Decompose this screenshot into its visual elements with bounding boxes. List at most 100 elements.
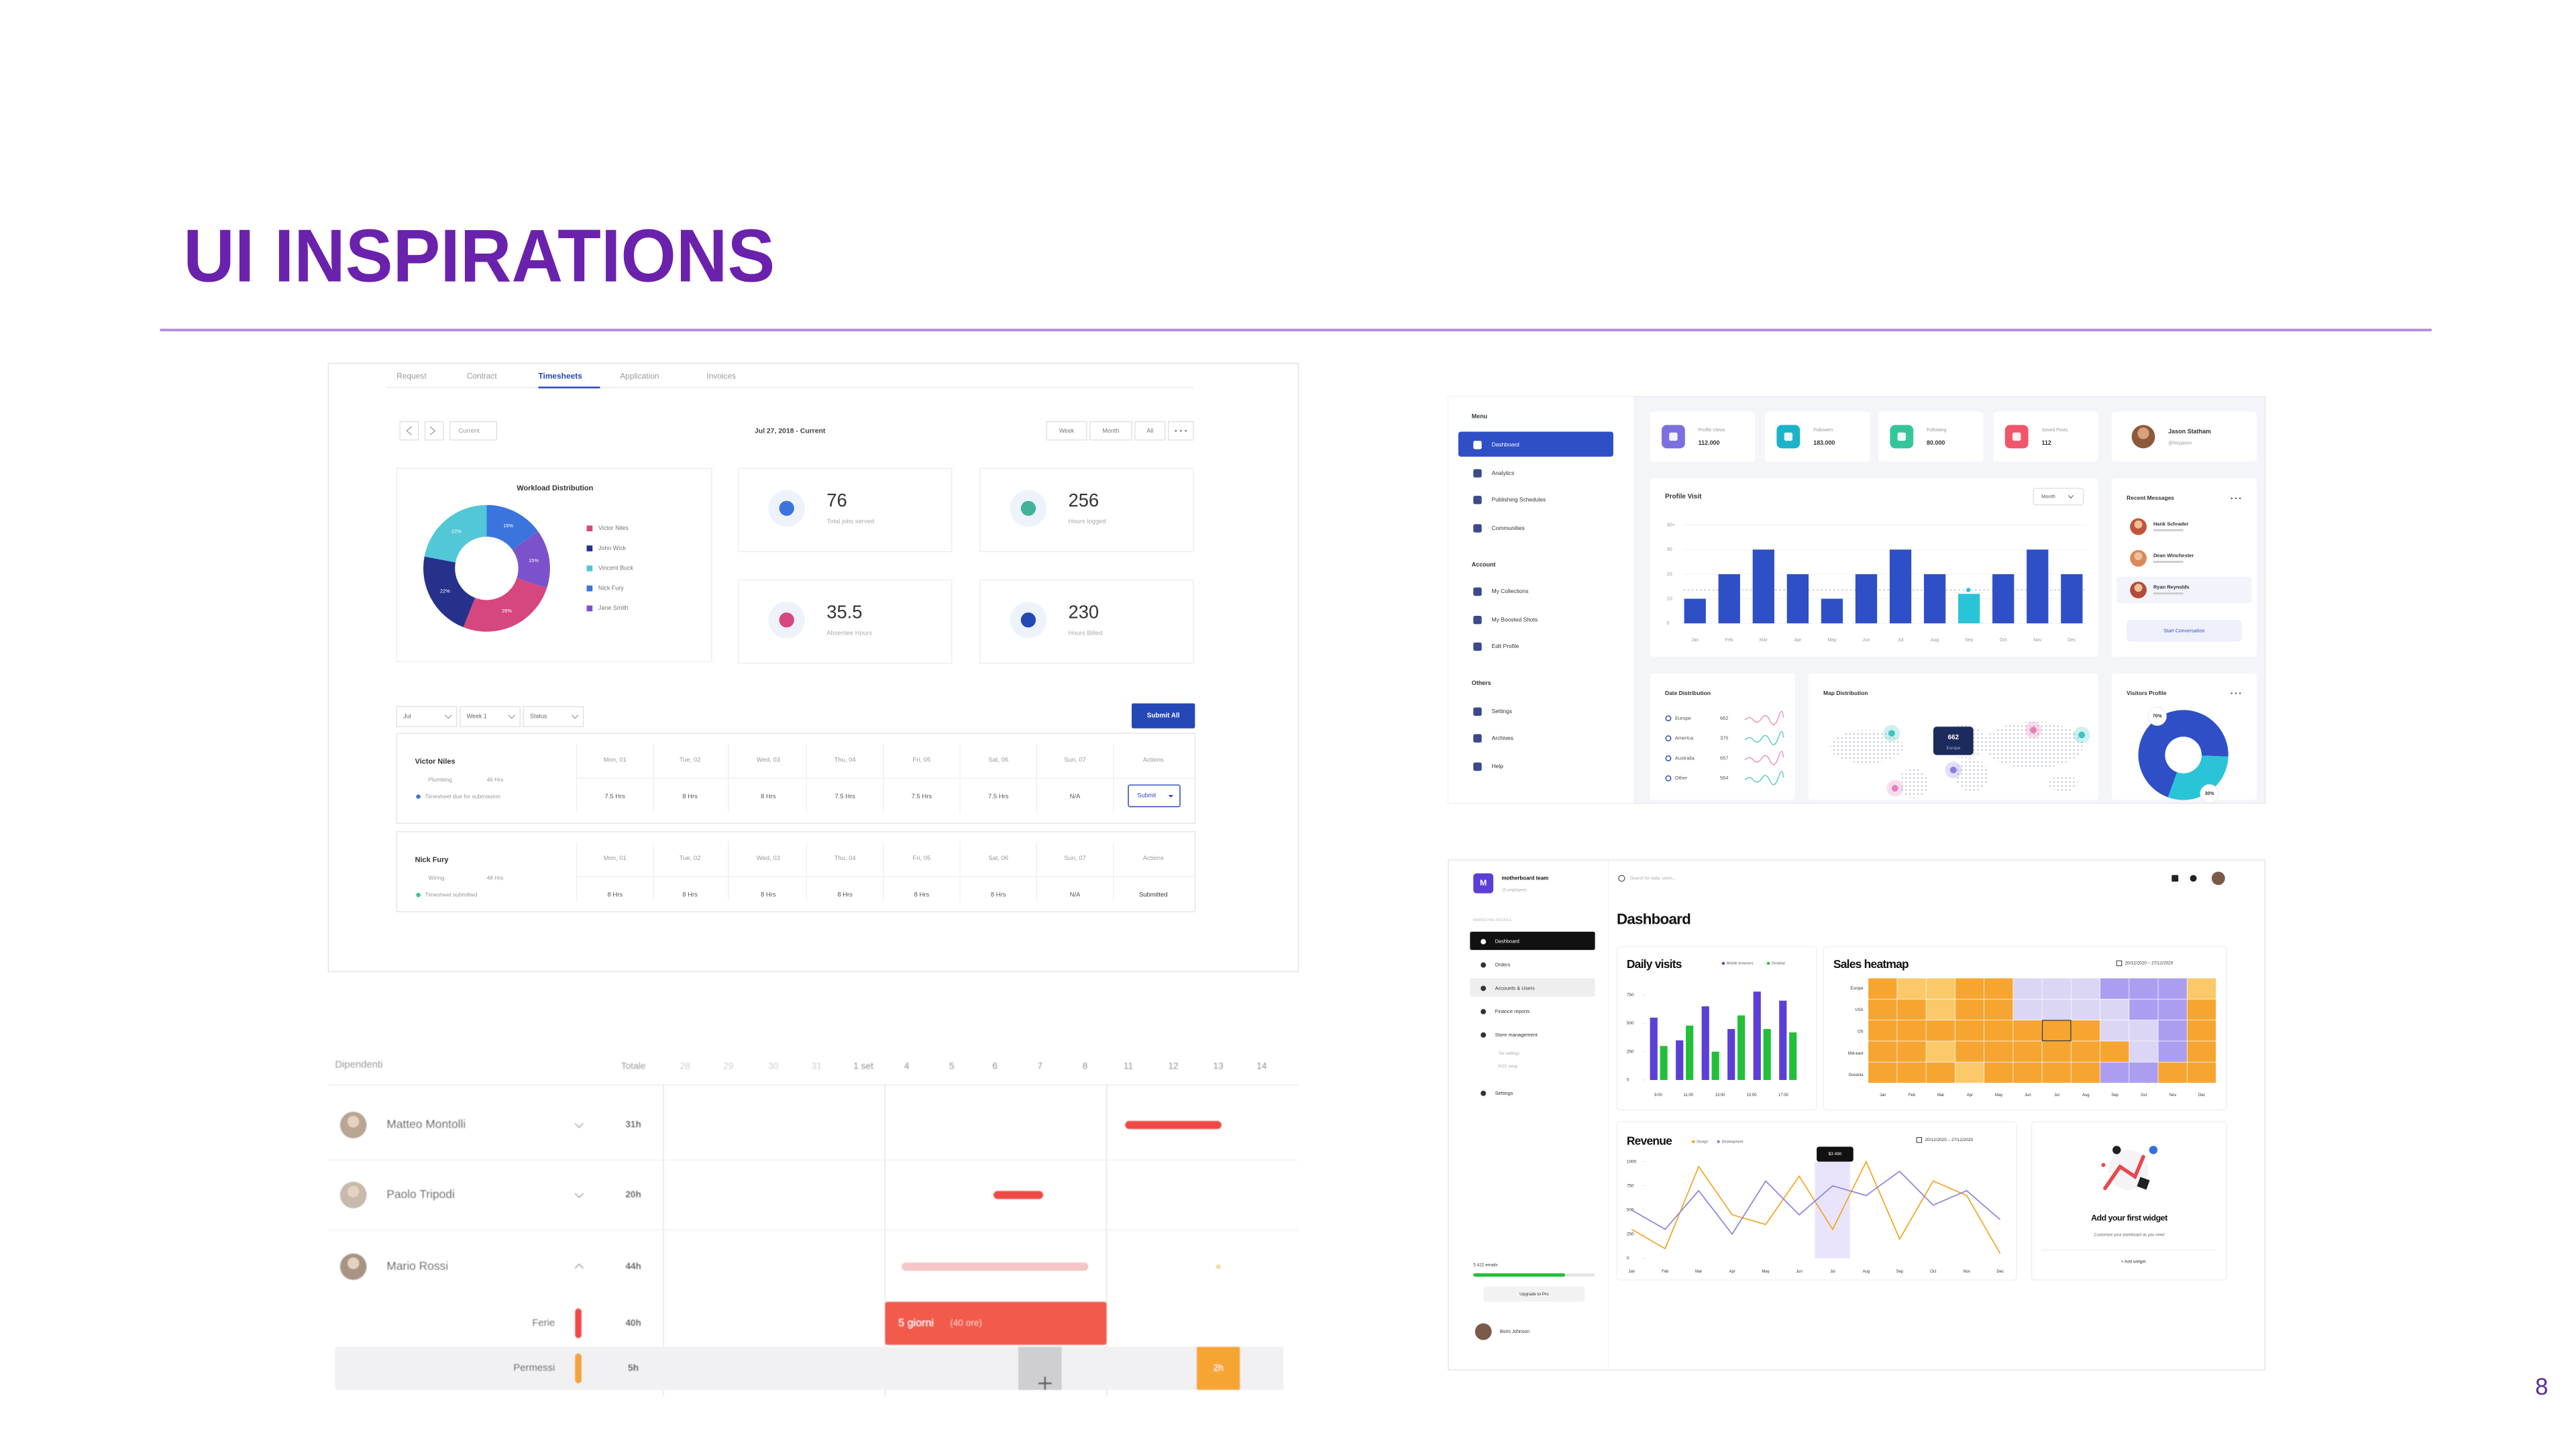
message-button xyxy=(2127,620,2242,642)
x-tick-label: Jun xyxy=(2025,1093,2031,1097)
heat-cell xyxy=(2129,1020,2158,1041)
status-dot xyxy=(416,892,421,898)
stat-value: 112 xyxy=(2041,439,2051,446)
x-tick-label: Feb xyxy=(1725,638,1733,643)
nav-item: Dashboard xyxy=(1495,938,1519,945)
cell: 7.5 Hrs xyxy=(835,793,855,800)
bar xyxy=(1855,574,1878,624)
map-tooltip xyxy=(1933,727,1974,755)
menu-icon xyxy=(1473,734,1482,743)
sparkline xyxy=(1744,731,1784,745)
team-name: motherboard team xyxy=(1502,875,1549,881)
schedule-bar xyxy=(993,1191,1044,1199)
legend-dot xyxy=(1691,1140,1695,1144)
heat-cell xyxy=(2158,1020,2187,1041)
date: 29 xyxy=(723,1061,733,1071)
x-tick-label: Dec xyxy=(1996,1270,2004,1274)
bar xyxy=(1923,574,1946,624)
bar xyxy=(1737,1015,1746,1080)
x-tick-label: Mar xyxy=(1760,638,1768,643)
avatar-face xyxy=(347,1257,360,1269)
upgrade-button xyxy=(1483,1287,1585,1302)
heat-cell xyxy=(2100,1041,2129,1062)
stat-glyph xyxy=(2012,432,2021,441)
menu-item: Publishing Schedules xyxy=(1492,496,1546,503)
stat-card xyxy=(1878,411,1984,462)
cell: 8 Hrs xyxy=(991,892,1006,899)
row-card xyxy=(396,831,1196,912)
menu-item: Dashboard xyxy=(1492,441,1520,448)
sparkline xyxy=(1744,771,1784,786)
filter-label: Status xyxy=(530,713,547,720)
leave-total: 40h xyxy=(625,1318,641,1328)
heat-cell xyxy=(1897,1041,1926,1062)
legend-swatch xyxy=(586,545,593,551)
region-value: 375 xyxy=(1720,735,1728,741)
bar xyxy=(1727,1028,1735,1080)
leave-days: 5 giorni xyxy=(898,1317,934,1329)
message-button-label: Start Conversation xyxy=(2163,627,2205,633)
heat-cell xyxy=(1868,1020,1897,1041)
stat-card xyxy=(1993,411,2098,462)
status-dot xyxy=(416,794,421,799)
nav-button xyxy=(424,421,444,441)
heat-cell xyxy=(2187,978,2216,999)
row-label: OS xyxy=(1858,1030,1864,1034)
date: 13 xyxy=(1214,1061,1224,1071)
heat-cell xyxy=(1897,978,1926,999)
date: 5 xyxy=(949,1061,955,1071)
legend-swatch xyxy=(586,565,593,572)
date: 30 xyxy=(768,1061,779,1071)
slice-label: 30% xyxy=(2205,792,2214,796)
heat-selected xyxy=(2041,1020,2072,1042)
action: Submitted xyxy=(1139,892,1168,899)
leave-marker xyxy=(575,1308,582,1339)
message-name: Hank Schrader xyxy=(2153,521,2189,527)
menu-heading: Menu xyxy=(1472,413,1487,419)
schedule-bar xyxy=(1125,1120,1222,1130)
x-tick-label: Jul xyxy=(1898,638,1904,643)
nav-item: Finance reports xyxy=(1495,1008,1530,1014)
upgrade-label: Upgrade to Pro xyxy=(1519,1292,1549,1297)
leave-block xyxy=(885,1301,1107,1345)
chevron xyxy=(2068,495,2074,499)
line-series xyxy=(1631,1170,2001,1236)
user-handle: @heyjason xyxy=(2168,441,2192,446)
legend-swatch xyxy=(586,585,593,592)
bar xyxy=(1676,1040,1684,1080)
column-header: Fri, 05 xyxy=(913,855,931,862)
tab: Request xyxy=(396,372,427,381)
message-highlight xyxy=(2116,576,2252,604)
x-tick-label: Feb xyxy=(1909,1093,1916,1097)
stat-label: Hours Billed xyxy=(1069,630,1103,637)
column-header: Sat, 06 xyxy=(988,756,1008,763)
heat-cell xyxy=(1984,1041,2013,1062)
continent xyxy=(1898,768,1929,799)
heat-cell xyxy=(2158,1041,2187,1062)
continent xyxy=(1829,730,1904,763)
user-card xyxy=(2111,411,2257,462)
stat-glyph xyxy=(1784,432,1793,441)
menu-icon xyxy=(1473,496,1482,504)
heat-cell xyxy=(1984,999,2013,1020)
row-hours: 48 Hrs xyxy=(486,875,503,881)
dot xyxy=(2239,692,2241,694)
view-button xyxy=(1134,421,1166,441)
row-status: Timesheet due for submission xyxy=(425,793,501,800)
chart-title: Revenue xyxy=(1627,1134,1672,1147)
stat-value: 256 xyxy=(1069,490,1099,511)
leave-row xyxy=(335,1346,1284,1391)
heat-cell xyxy=(1868,999,1897,1020)
date: 8 xyxy=(1083,1061,1088,1071)
heat-cell xyxy=(2100,999,2129,1020)
x-tick-label: 15:00 xyxy=(1747,1093,1758,1097)
line-series xyxy=(1631,1160,2001,1254)
x-tick-label: Aug xyxy=(1863,1270,1870,1274)
slice-label: 26% xyxy=(502,608,512,614)
legend-label: John Wick xyxy=(598,545,627,551)
leave-type: Permessi xyxy=(513,1363,555,1374)
leave-hours: (40 ore) xyxy=(950,1318,982,1328)
menu-item: Edit Profile xyxy=(1492,643,1519,649)
employee-total: 20h xyxy=(625,1189,641,1199)
heat-cell xyxy=(2071,978,2100,999)
